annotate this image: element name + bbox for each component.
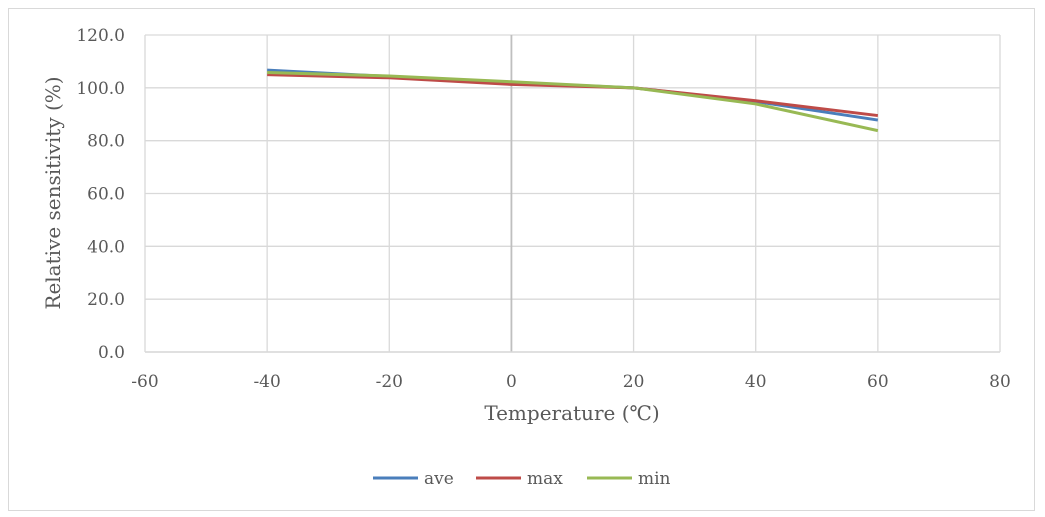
x-tick-label: 40 [745, 372, 767, 392]
y-tick-label: 40.0 [87, 237, 125, 257]
chart-frame [8, 8, 1035, 511]
y-tick-label: 120.0 [76, 26, 125, 46]
legend-label-max: max [527, 469, 563, 489]
x-tick-label: 80 [989, 372, 1011, 392]
series-line-min [267, 71, 879, 133]
y-tick-label: 100.0 [76, 79, 125, 99]
x-tick-label: 60 [867, 372, 889, 392]
legend-label-ave: ave [424, 469, 454, 489]
y-tick-label: 80.0 [87, 132, 125, 152]
legend-label-min: min [638, 469, 671, 489]
y-axis-label: Relative sensitivity (%) [41, 76, 65, 309]
y-tick-label: 0.0 [98, 343, 125, 363]
x-tick-label: -60 [131, 372, 158, 392]
x-tick-label: -40 [253, 372, 280, 392]
x-tick-label: 0 [506, 372, 517, 392]
x-axis-label: Temperature (℃) [484, 401, 659, 425]
y-tick-label: 20.0 [87, 290, 125, 310]
x-tick-label: -20 [376, 372, 403, 392]
x-tick-label: 20 [623, 372, 645, 392]
y-tick-label: 60.0 [87, 185, 125, 205]
